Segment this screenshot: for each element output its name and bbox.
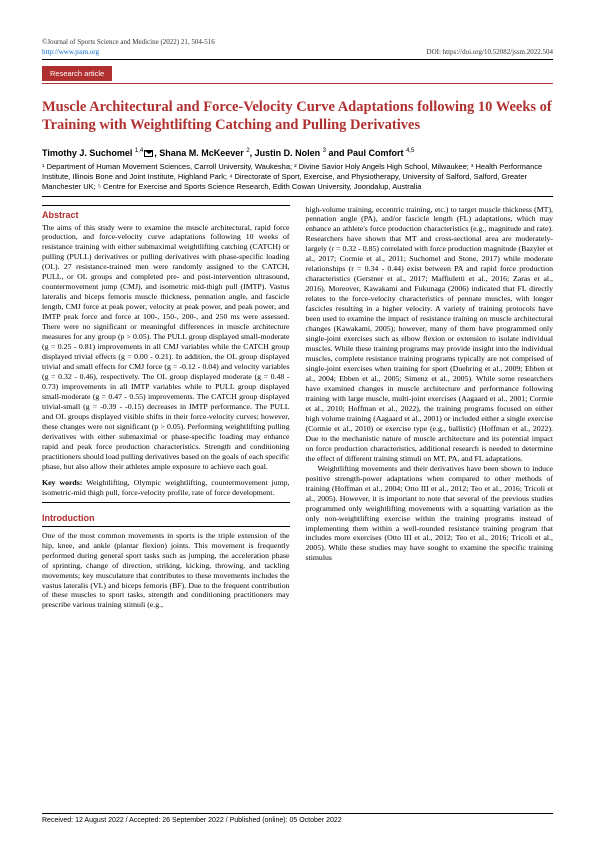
header-rule — [42, 59, 553, 60]
keywords-label: Key words: — [42, 478, 82, 487]
affil-rule — [42, 196, 553, 197]
article-title: Muscle Architectural and Force-Velocity … — [42, 98, 553, 134]
keywords-block: Key words: Weightlifting, Olympic weight… — [42, 478, 290, 498]
col2-paragraph-1: high-volume training, eccentric training… — [306, 205, 554, 464]
col2-p2-text: Weightlifting movements and their deriva… — [306, 464, 554, 564]
page-container: ©Journal of Sports Science and Medicine … — [0, 0, 595, 630]
page-footer: Received: 12 August 2022 / Accepted: 26 … — [42, 813, 553, 824]
abstract-box: Abstract The aims of this study were to … — [42, 205, 290, 503]
abstract-heading: Abstract — [42, 210, 290, 220]
left-column: Abstract The aims of this study were to … — [42, 205, 290, 611]
article-type-row: Research article — [42, 66, 553, 83]
journal-header-2: http://www.jssm.org DOI: https://doi.org… — [42, 48, 553, 56]
badge-rule — [42, 83, 553, 84]
article-type-badge: Research article — [42, 66, 112, 81]
two-column-layout: Abstract The aims of this study were to … — [42, 205, 553, 611]
mail-icon — [144, 150, 153, 157]
authors-line: Timothy J. Suchomel 1,4, Shana M. McKeev… — [42, 148, 553, 158]
intro-rule — [42, 526, 290, 527]
journal-header: ©Journal of Sports Science and Medicine … — [42, 38, 553, 46]
right-column: high-volume training, eccentric training… — [306, 205, 554, 611]
abstract-text: The aims of this study were to examine t… — [42, 223, 290, 472]
introduction-heading: Introduction — [42, 513, 290, 523]
journal-citation: ©Journal of Sports Science and Medicine … — [42, 38, 215, 46]
journal-doi: DOI: https://doi.org/10.52082/jssm.2022.… — [427, 48, 553, 56]
journal-url[interactable]: http://www.jssm.org — [42, 48, 99, 56]
affiliations: ¹ Department of Human Movement Sciences,… — [42, 162, 553, 191]
col2-paragraph-2: Weightlifting movements and their deriva… — [306, 464, 554, 564]
intro-paragraph-1: One of the most common movements in spor… — [42, 531, 290, 611]
